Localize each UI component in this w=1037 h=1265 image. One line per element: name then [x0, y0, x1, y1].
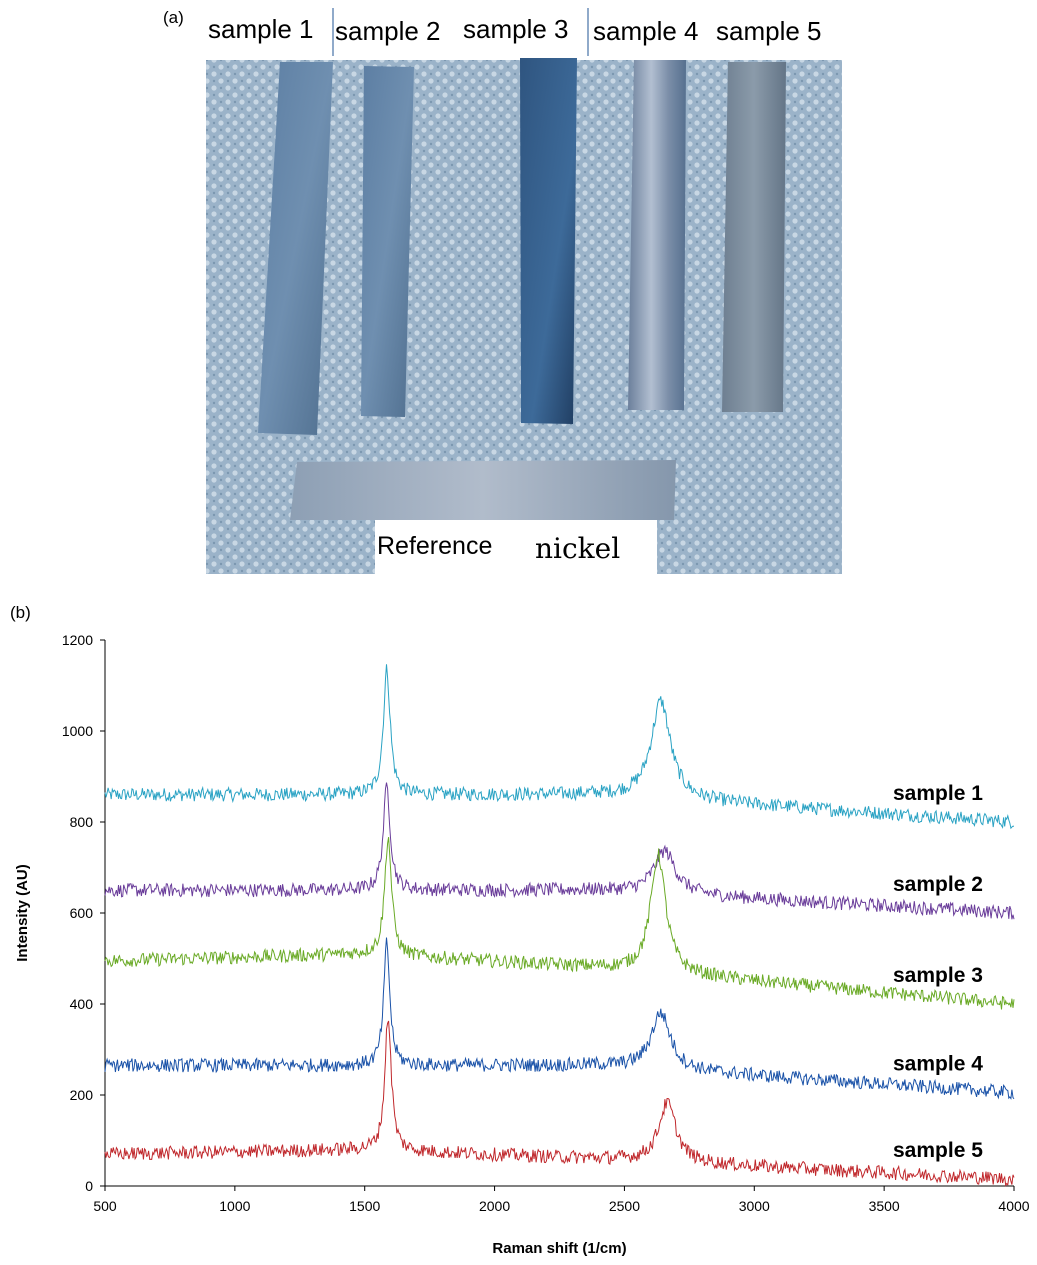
strip-sample-1: [258, 62, 333, 435]
y-axis-title: Intensity (AU): [14, 864, 31, 962]
y-tick-label: 800: [70, 814, 94, 830]
series-line-5: [104, 1020, 1015, 1187]
strip-label-4: sample 4: [593, 16, 699, 46]
x-tick-label: 4000: [998, 1198, 1029, 1214]
chart-series: [104, 664, 1015, 1187]
x-tick-label: 1500: [349, 1198, 380, 1214]
strip-label-5: sample 5: [716, 16, 822, 46]
strip-label-1: sample 1: [208, 14, 314, 44]
series-label-1: sample 1: [893, 782, 983, 805]
series-line-3: [104, 837, 1015, 1010]
strip-label-2: sample 2: [335, 16, 441, 46]
series-label-2: sample 2: [893, 873, 983, 896]
strip-sample-2: [361, 66, 414, 417]
series-label-3: sample 3: [893, 964, 983, 987]
series-label-5: sample 5: [893, 1139, 983, 1162]
sample-photo: sample 1 sample 2 sample 3 sample 4 samp…: [206, 8, 842, 576]
reference-label-box: [375, 520, 657, 576]
x-tick-label: 2000: [479, 1198, 510, 1214]
panel-a-label: (a): [163, 8, 184, 27]
x-tick-label: 1000: [219, 1198, 250, 1214]
y-tick-label: 1200: [62, 632, 93, 648]
x-axis-title: Raman shift (1/cm): [492, 1240, 626, 1257]
y-tick-label: 400: [70, 996, 94, 1012]
x-tick-label: 3500: [869, 1198, 900, 1214]
nickel-label: nickel: [535, 532, 620, 565]
raman-chart: 500 1000 1500 2000 2500 3000 3500 4000 0 200 400 60…: [14, 632, 1030, 1257]
series-line-4: [104, 937, 1015, 1100]
chart-axes: 500 1000 1500 2000 2500 3000 3500 4000 0 200 400 60…: [62, 632, 1030, 1214]
series-line-1: [104, 664, 1015, 830]
panel-b-label: (b): [10, 603, 31, 622]
strip-sample-4: [628, 60, 686, 410]
chart-series-labels: sample 1 sample 2 sample 3 sample 4 sample 5: [893, 782, 983, 1162]
y-tick-label: 600: [70, 905, 94, 921]
strip-label-3: sample 3: [463, 14, 569, 44]
reference-label: Reference: [377, 532, 492, 560]
x-tick-label: 2500: [609, 1198, 640, 1214]
y-tick-label: 200: [70, 1087, 94, 1103]
strip-reference: [290, 460, 676, 520]
strip-sample-5: [722, 62, 786, 412]
y-tick-label: 1000: [62, 723, 93, 739]
series-line-2: [104, 782, 1015, 920]
y-tick-label: 0: [85, 1178, 93, 1194]
series-label-4: sample 4: [893, 1053, 983, 1076]
label-band: [206, 8, 842, 60]
x-tick-label: 500: [93, 1198, 117, 1214]
strip-sample-3: [520, 58, 577, 424]
x-tick-label: 3000: [739, 1198, 770, 1214]
